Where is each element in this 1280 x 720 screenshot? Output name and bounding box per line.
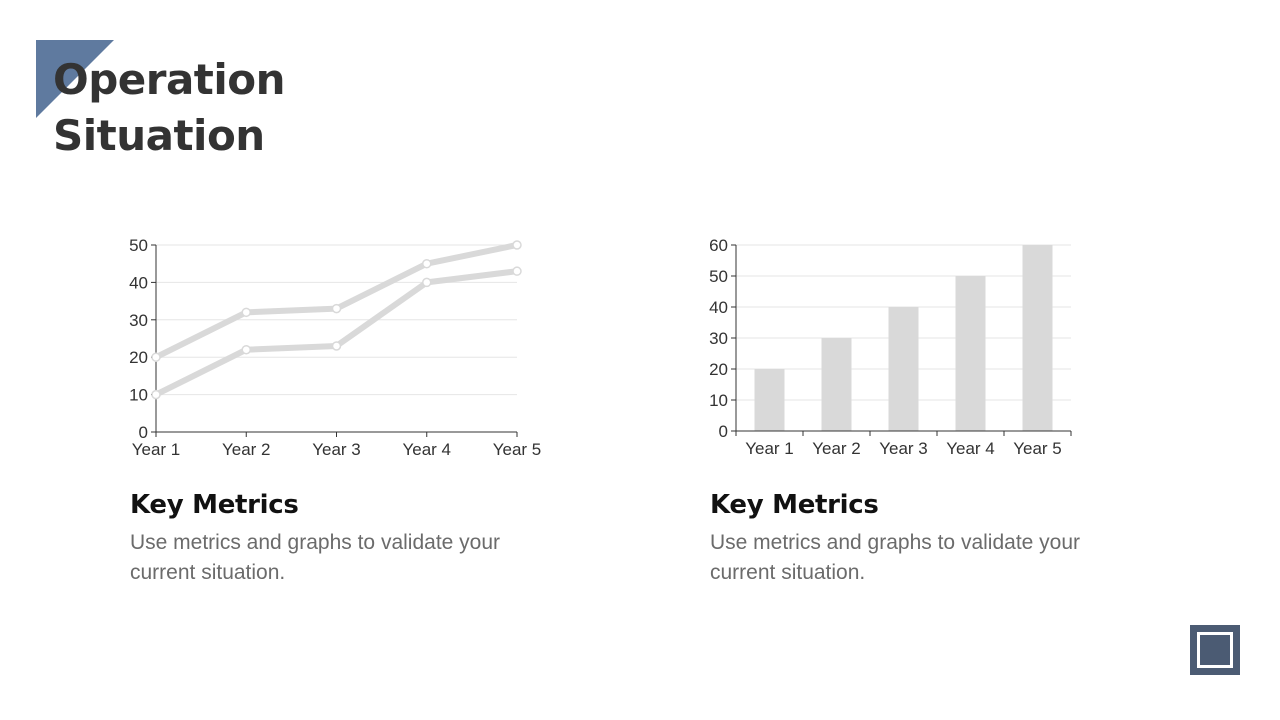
- y-tick-label: 20: [709, 360, 728, 379]
- x-tick-label: Year 3: [312, 440, 361, 459]
- y-tick-label: 10: [129, 386, 148, 405]
- card-title: Key Metrics: [130, 490, 299, 520]
- y-tick-label: 10: [709, 391, 728, 410]
- y-tick-label: 40: [129, 273, 148, 292]
- line-chart: 0 10 20 30 40 50 Year 1 Year 2 Year 3 Year 4 Year …: [129, 236, 542, 459]
- bar: [955, 276, 986, 431]
- data-point: [422, 258, 432, 269]
- series-line: [153, 242, 520, 361]
- data-point: [422, 277, 432, 288]
- data-point: [151, 352, 161, 362]
- y-tick-label: 20: [129, 348, 148, 367]
- x-tick-label: Year 4: [946, 439, 995, 458]
- x-tick-label: Year 2: [222, 440, 271, 459]
- x-tick-label: Year 5: [1013, 439, 1062, 458]
- data-point: [512, 240, 522, 250]
- y-tick-label: 30: [129, 311, 148, 330]
- card-title: Key Metrics: [710, 490, 879, 520]
- bar: [888, 307, 919, 431]
- data-point: [151, 389, 161, 400]
- data-point: [331, 303, 342, 314]
- x-tick-label: Year 4: [402, 440, 451, 459]
- data-point: [241, 344, 251, 355]
- y-tick-label: 50: [129, 236, 148, 255]
- page-title: Operation Situation: [53, 55, 286, 160]
- data-point: [241, 307, 251, 318]
- bar: [1022, 245, 1053, 431]
- bar: [821, 338, 852, 431]
- y-tick-label: 40: [709, 298, 728, 317]
- y-tick-label: 60: [709, 236, 728, 255]
- card-description: Use metrics and graphs to validate your …: [130, 531, 501, 584]
- x-tick-label: Year 5: [493, 440, 542, 459]
- x-tick-label: Year 1: [745, 439, 794, 458]
- card-description: Use metrics and graphs to validate your …: [710, 531, 1081, 584]
- data-point: [331, 341, 342, 351]
- y-tick-label: 50: [709, 267, 728, 286]
- bar-chart: 0 10 20 30 40 50 60 Year 1 Year 2 Year 3 Year 4 Yea…: [709, 236, 1072, 458]
- y-tick-label: 0: [719, 422, 728, 441]
- data-point: [512, 266, 522, 276]
- corner-accent-triangle: [36, 40, 114, 118]
- x-tick-label: Year 3: [879, 439, 928, 458]
- x-tick-label: Year 2: [812, 439, 861, 458]
- square-logo-icon: [1190, 625, 1240, 675]
- x-tick-label: Year 1: [132, 440, 181, 459]
- y-tick-label: 0: [139, 423, 148, 442]
- bar: [754, 369, 785, 431]
- y-tick-label: 30: [709, 329, 728, 348]
